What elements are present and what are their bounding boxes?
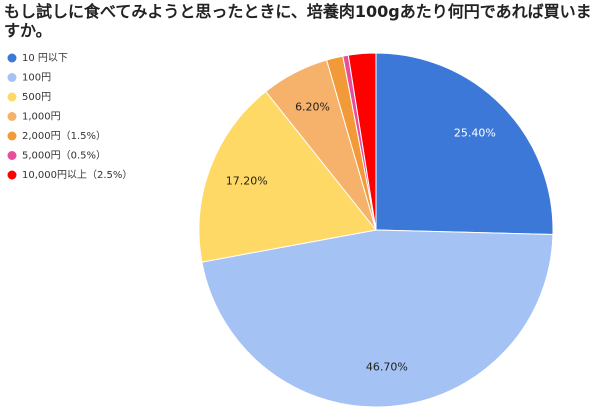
legend-label: 10 円以下	[22, 53, 68, 64]
pie-slice	[347, 52, 377, 231]
legend-marker	[7, 92, 17, 102]
legend-label: 100円	[22, 73, 51, 84]
legend-label: 1,000円	[22, 112, 61, 123]
chart-title: もし試しに食べてみようと思ったときに、培養肉100gあたり何円であれば買いますか…	[4, 2, 592, 40]
data-label: 46.70%	[366, 361, 408, 374]
legend-marker	[7, 151, 17, 160]
legend-marker	[7, 131, 17, 141]
legend-marker	[7, 170, 17, 180]
legend-marker	[7, 73, 17, 82]
data-label: 25.40%	[454, 127, 496, 140]
data-label: 6.20%	[295, 100, 330, 113]
data-label: 17.20%	[226, 175, 268, 188]
pie-slice	[198, 90, 377, 263]
pie-slice	[375, 52, 554, 235]
legend-label: 2,000円（1.5%）	[22, 130, 106, 142]
legend-marker	[7, 112, 17, 121]
legend-label: 5,000円（0.5%）	[22, 150, 106, 162]
legend-marker	[7, 53, 17, 63]
legend-label: 500円	[22, 92, 51, 103]
pie-slice	[201, 229, 554, 408]
legend-label: 10,000円以上（2.5%）	[22, 169, 132, 181]
